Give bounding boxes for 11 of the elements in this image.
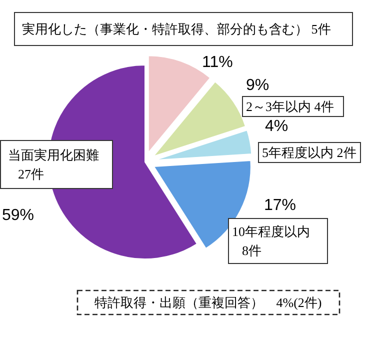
slice-label: 5年程度以内 2件 — [262, 145, 356, 160]
slice-label: 10年程度以内 8件 — [232, 224, 310, 258]
data-label: 11% — [202, 54, 233, 71]
slice-label: 実用化した（事業化・特許取得、部分的も含む） 5件 — [22, 22, 331, 36]
slice-label: 当面実用化困難 27件 — [8, 148, 99, 182]
data-label: 4% — [265, 118, 288, 135]
data-label: 59% — [2, 207, 34, 224]
slice-label: 2～3年以内 4件 — [246, 99, 334, 114]
data-label: 17% — [264, 197, 296, 214]
text: 特許取得・出願（重複回答） 4%(2件) — [94, 295, 322, 310]
data-label: 9% — [246, 77, 270, 94]
